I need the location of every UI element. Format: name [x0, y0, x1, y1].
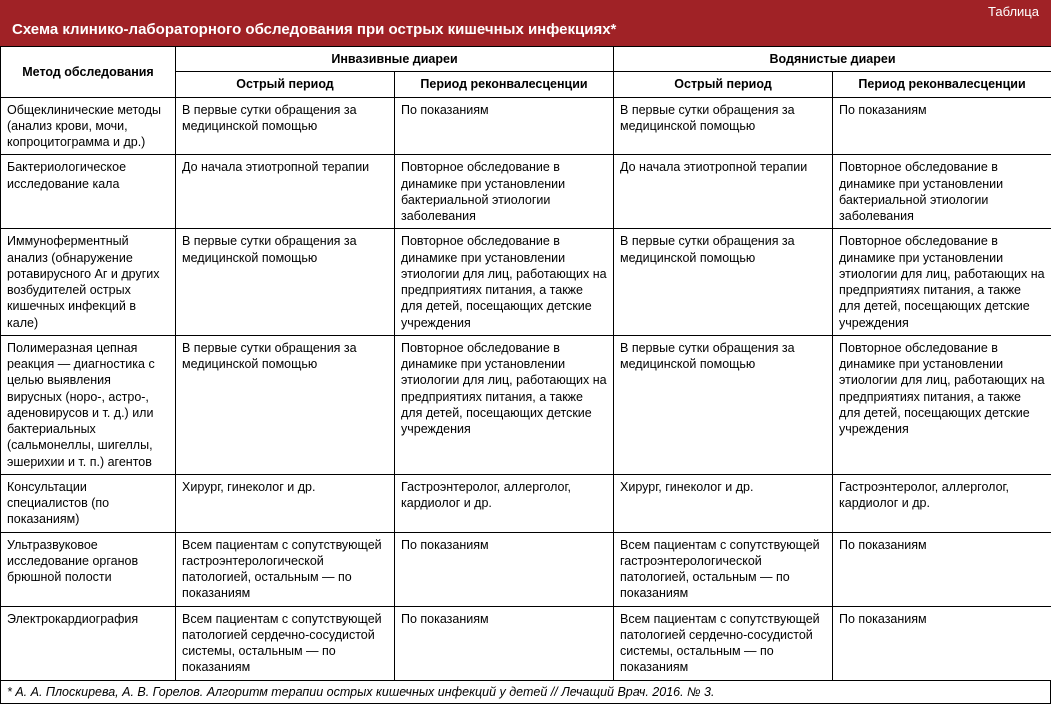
- col-method-header: Метод обследования: [1, 47, 176, 98]
- cell-inv_acute: Всем пациентам с сопутствующей гастроэнт…: [176, 532, 395, 606]
- cell-inv_conval: Повторное обследование в динамике при ус…: [395, 335, 614, 474]
- cell-inv_acute: В первые сутки обращения за медицинской …: [176, 97, 395, 155]
- cell-method: Ультразвуковое исследование органов брюш…: [1, 532, 176, 606]
- cell-wat_conval: По показаниям: [833, 97, 1051, 155]
- table-row: Иммуноферментный анализ (обнаружение рот…: [1, 229, 1051, 336]
- table-row: Консультации специалистов (по показаниям…: [1, 474, 1051, 532]
- table-label: Таблица: [12, 4, 1039, 21]
- table-row: Общеклинические методы (анализ крови, мо…: [1, 97, 1051, 155]
- cell-method: Общеклинические методы (анализ крови, мо…: [1, 97, 176, 155]
- table-row: Полимеразная цепная реакция — диагностик…: [1, 335, 1051, 474]
- cell-inv_conval: По показаниям: [395, 606, 614, 680]
- exam-schedule-table: Метод обследования Инвазивные диареи Вод…: [0, 46, 1051, 681]
- cell-inv_conval: Повторное обследование в динамике при ус…: [395, 155, 614, 229]
- col-wat-conval: Период реконвалесценции: [833, 72, 1051, 97]
- cell-method: Бактериологическое исследование кала: [1, 155, 176, 229]
- table-title: Схема клинико-лабораторного обследования…: [12, 21, 1039, 38]
- table-container: Таблица Схема клинико-лабораторного обсл…: [0, 0, 1051, 704]
- cell-inv_conval: Повторное обследование в динамике при ус…: [395, 229, 614, 336]
- cell-inv_acute: Всем пациентам с сопутствующей патологие…: [176, 606, 395, 680]
- cell-method: Электрокардиография: [1, 606, 176, 680]
- cell-wat_conval: Повторное обследование в динамике при ус…: [833, 155, 1051, 229]
- cell-wat_acute: В первые сутки обращения за медицинской …: [614, 229, 833, 336]
- table-head: Метод обследования Инвазивные диареи Вод…: [1, 47, 1051, 98]
- col-wat-acute: Острый период: [614, 72, 833, 97]
- cell-inv_conval: По показаниям: [395, 532, 614, 606]
- cell-method: Полимеразная цепная реакция — диагностик…: [1, 335, 176, 474]
- cell-wat_acute: Хирург, гинеколог и др.: [614, 474, 833, 532]
- table-footnote: * А. А. Плоскирева, А. В. Горелов. Алгор…: [0, 681, 1051, 704]
- cell-wat_acute: В первые сутки обращения за медицинской …: [614, 97, 833, 155]
- cell-inv_conval: Гастроэнтеролог, аллерголог, кардиолог и…: [395, 474, 614, 532]
- table-row: Ультразвуковое исследование органов брюш…: [1, 532, 1051, 606]
- cell-wat_conval: Повторное обследование в динамике при ус…: [833, 335, 1051, 474]
- col-inv-acute: Острый период: [176, 72, 395, 97]
- cell-wat_conval: По показаниям: [833, 606, 1051, 680]
- cell-wat_acute: Всем пациентам с сопутствующей гастроэнт…: [614, 532, 833, 606]
- cell-wat_conval: По показаниям: [833, 532, 1051, 606]
- cell-method: Консультации специалистов (по показаниям…: [1, 474, 176, 532]
- cell-inv_conval: По показаниям: [395, 97, 614, 155]
- cell-wat_conval: Повторное обследование в динамике при ус…: [833, 229, 1051, 336]
- cell-inv_acute: В первые сутки обращения за медицинской …: [176, 229, 395, 336]
- col-inv-conval: Период реконвалесценции: [395, 72, 614, 97]
- cell-inv_acute: Хирург, гинеколог и др.: [176, 474, 395, 532]
- cell-method: Иммуноферментный анализ (обнаружение рот…: [1, 229, 176, 336]
- cell-inv_acute: В первые сутки обращения за медицинской …: [176, 335, 395, 474]
- cell-wat_acute: До начала этиотропной терапии: [614, 155, 833, 229]
- col-group-watery: Водянистые диареи: [614, 47, 1051, 72]
- cell-wat_acute: В первые сутки обращения за медицинской …: [614, 335, 833, 474]
- cell-wat_conval: Гастроэнтеролог, аллерголог, кардиолог и…: [833, 474, 1051, 532]
- col-group-invasive: Инвазивные диареи: [176, 47, 614, 72]
- table-row: Бактериологическое исследование калаДо н…: [1, 155, 1051, 229]
- table-body: Общеклинические методы (анализ крови, мо…: [1, 97, 1051, 680]
- cell-inv_acute: До начала этиотропной терапии: [176, 155, 395, 229]
- table-row: ЭлектрокардиографияВсем пациентам с сопу…: [1, 606, 1051, 680]
- cell-wat_acute: Всем пациентам с сопутствующей патологие…: [614, 606, 833, 680]
- header-bar: Таблица Схема клинико-лабораторного обсл…: [0, 0, 1051, 46]
